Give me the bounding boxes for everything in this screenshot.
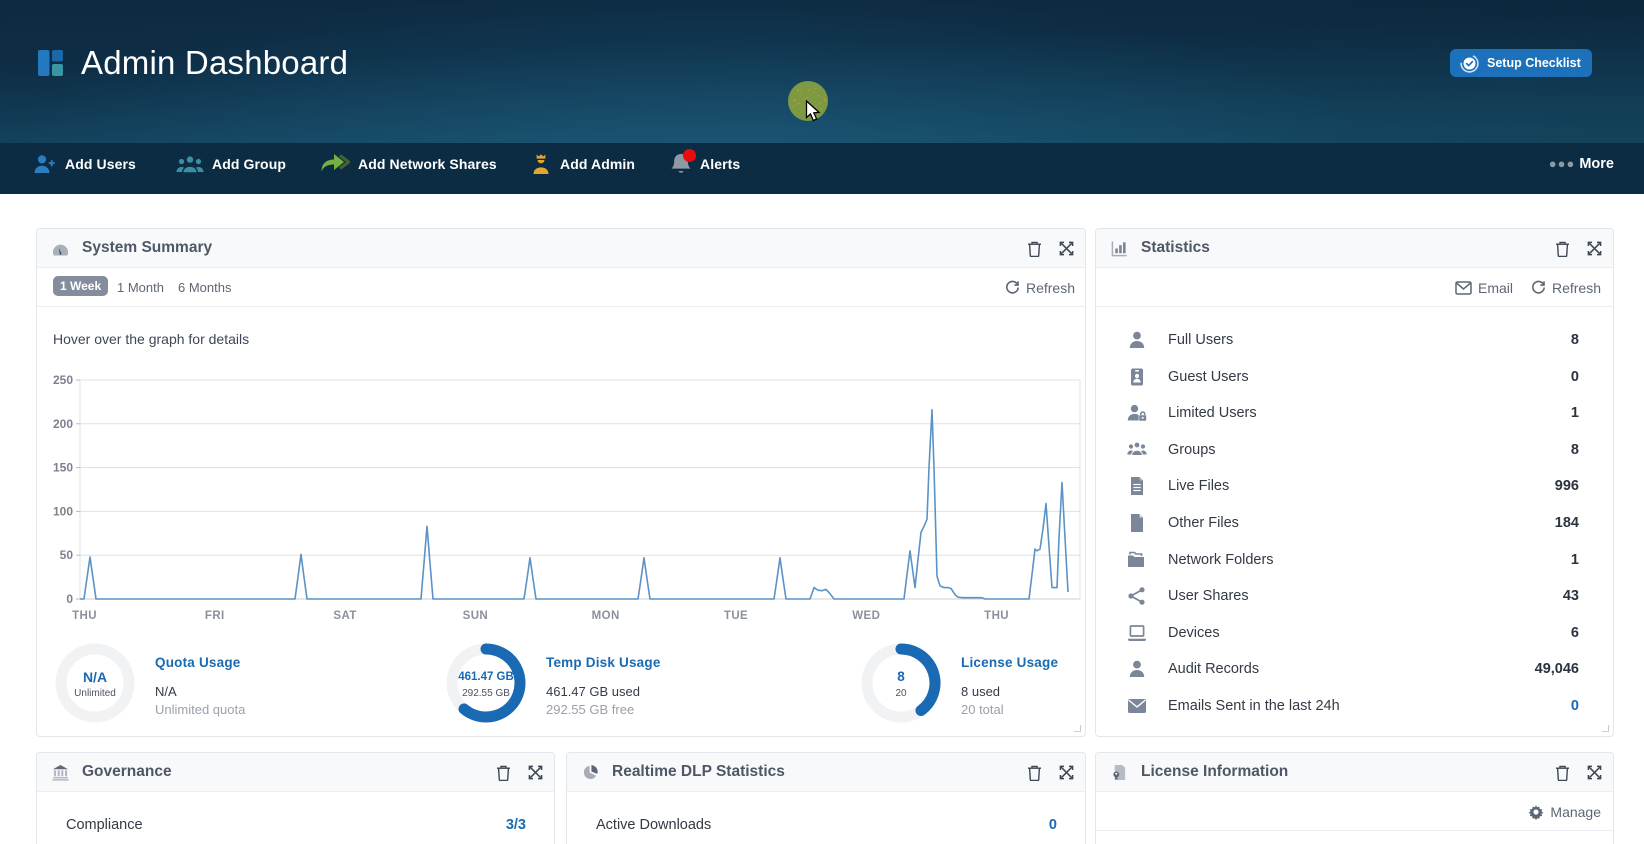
- svg-text:FRI: FRI: [205, 610, 225, 622]
- svg-text:THU: THU: [984, 610, 1009, 622]
- svg-text:150: 150: [53, 461, 73, 475]
- svg-text:SAT: SAT: [333, 610, 356, 622]
- svg-text:SUN: SUN: [463, 610, 488, 622]
- svg-text:200: 200: [53, 417, 73, 431]
- svg-text:250: 250: [53, 373, 73, 387]
- svg-text:TUE: TUE: [724, 610, 748, 622]
- svg-text:MON: MON: [592, 610, 620, 622]
- svg-text:0: 0: [66, 592, 73, 606]
- svg-text:THU: THU: [72, 610, 97, 622]
- svg-text:50: 50: [60, 548, 74, 562]
- svg-text:WED: WED: [852, 610, 880, 622]
- svg-text:100: 100: [53, 504, 73, 518]
